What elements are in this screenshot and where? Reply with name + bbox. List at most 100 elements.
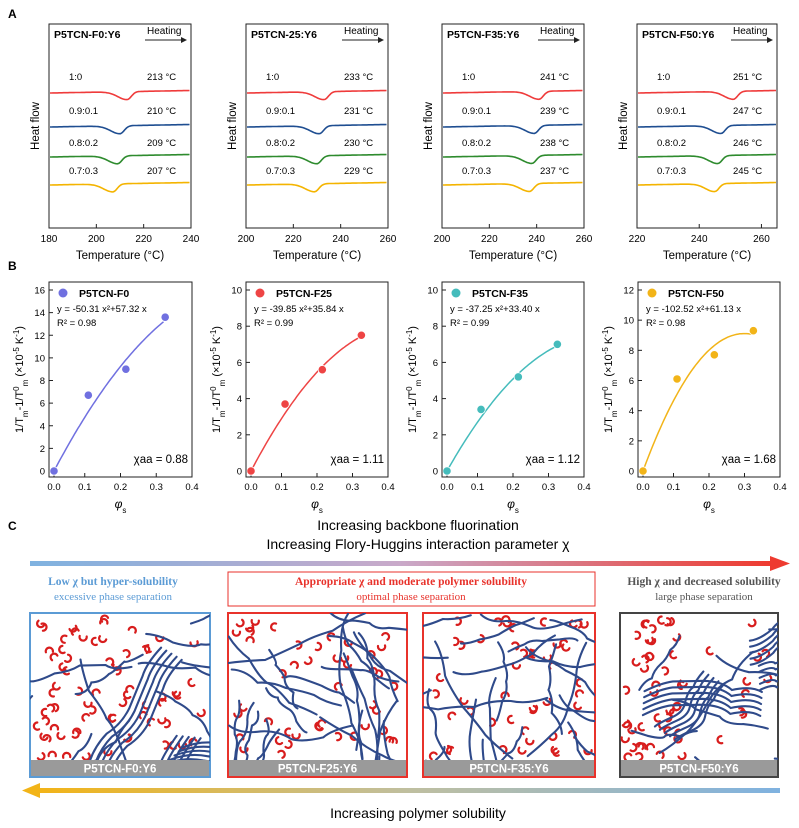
y-axis-label: 1/Tm-1/T0m (×10-5 K-1) — [209, 326, 227, 433]
acceptor-arc — [339, 655, 350, 663]
dsc-trace — [50, 181, 190, 193]
peak-label: 230 °C — [344, 138, 373, 149]
x-axis-label: Temperature (°C) — [469, 250, 557, 262]
y-tick-label: 10 — [427, 286, 438, 297]
polymer-chain — [499, 726, 524, 761]
acceptor-arc — [58, 662, 67, 672]
acceptor-arc — [645, 654, 655, 662]
acceptor-arc — [428, 751, 438, 761]
acceptor-arc — [289, 660, 299, 669]
polymer-chain — [524, 656, 595, 669]
acceptor-arc — [48, 688, 55, 698]
polymer-chain — [182, 741, 210, 749]
acceptor-arc — [42, 734, 52, 743]
x-tick-label: 0.4 — [381, 482, 394, 493]
dsc-trace — [50, 153, 190, 165]
polymer-chain — [350, 667, 379, 761]
polymer-chain — [468, 698, 478, 761]
polymer-chain — [630, 729, 698, 739]
box-label-bar — [31, 760, 209, 776]
morphology-box-2: P5TCN-F25:Y6 — [227, 612, 408, 778]
y-tick-label: 8 — [237, 322, 242, 333]
fit-chart-2: 0.0 0.1 0.2 0.3 0.4 0 2 4 6 8 10 φs 1/Tm-1/T0m (×10-… — [209, 281, 395, 515]
acceptor-arc — [98, 635, 108, 644]
polymer-chain — [643, 685, 763, 700]
y-tick-label: 4 — [629, 406, 634, 417]
ratio-label: 0.7:0.3 — [657, 166, 686, 177]
x-tick-label: 240 — [528, 234, 545, 245]
polymer-chain — [452, 634, 556, 676]
acceptor-arc — [63, 653, 73, 663]
acceptor-arc — [559, 639, 568, 648]
polymer-chain — [88, 646, 163, 761]
polymer-chain — [426, 688, 452, 761]
acceptor-arc — [46, 703, 56, 713]
fit-curve — [446, 345, 557, 472]
chi-label: χaa = 1.11 — [331, 454, 384, 466]
morphology-content — [228, 613, 407, 761]
heating-arrow-head — [767, 37, 773, 43]
acceptor-arc — [622, 685, 631, 695]
acceptor-arc — [458, 640, 466, 650]
y-tick-label: 0 — [40, 467, 45, 478]
acceptor-arc — [349, 731, 357, 741]
acceptor-arc — [716, 735, 724, 745]
acceptor-arc — [453, 636, 460, 647]
polymer-chain — [638, 634, 681, 691]
polymer-chain — [30, 690, 31, 692]
acceptor-arc — [548, 732, 558, 741]
acceptor-arc — [291, 733, 301, 740]
acceptor-arc — [71, 729, 80, 739]
dsc-title: P5TCN-25:Y6 — [251, 29, 317, 41]
dsc-trace — [443, 153, 583, 165]
y-axis-label: 1/Tm-1/T0m (×10-5 K-1) — [405, 326, 423, 433]
panel-c-title-2: Increasing Flory-Huggins interaction par… — [266, 536, 570, 552]
dsc-trace — [638, 181, 776, 193]
acceptor-arc — [432, 689, 440, 699]
polymer-chain — [172, 735, 190, 761]
dsc-trace — [443, 181, 583, 193]
y-tick-label: 0 — [237, 467, 242, 478]
y-axis-label: Heat flow — [618, 101, 630, 150]
polymer-chain — [30, 695, 34, 700]
legend-label: P5TCN-F50 — [668, 288, 724, 300]
data-point — [356, 330, 366, 340]
acceptor-arc — [657, 615, 665, 625]
polymer-chain — [0, 686, 27, 762]
y-axis-label: 1/Tm-1/T0m (×10-5 K-1) — [601, 326, 619, 433]
y-tick-label: 4 — [433, 394, 438, 405]
polymer-chain — [423, 656, 449, 660]
acceptor-arc — [122, 690, 132, 700]
acceptor-arc — [196, 708, 206, 718]
acceptor-arc — [303, 656, 313, 666]
polymer-chain — [658, 673, 710, 731]
polymer-chain — [663, 676, 715, 735]
x-axis-label: Temperature (°C) — [76, 250, 164, 262]
ratio-label: 0.7:0.3 — [266, 166, 295, 177]
box-label: P5TCN-F25:Y6 — [278, 764, 357, 776]
polymer-chain — [181, 661, 210, 669]
polymer-chain — [668, 680, 720, 738]
acceptor-arc — [239, 746, 249, 754]
acceptor-arc — [56, 731, 66, 741]
polymer-chain — [137, 661, 210, 677]
polymer-chain — [749, 627, 778, 648]
box-label: P5TCN-F50:Y6 — [659, 764, 738, 776]
polymer-chain — [507, 637, 579, 653]
polymer-chain — [228, 724, 354, 742]
ratio-label: 0.8:0.2 — [462, 138, 491, 149]
heating-label: Heating — [344, 26, 378, 37]
acceptor-arc — [520, 648, 529, 658]
category-title: High χ and decreased solubility — [627, 576, 781, 588]
polymer-chain — [749, 634, 778, 654]
y-tick-label: 6 — [40, 399, 45, 410]
polymer-chain — [0, 675, 21, 751]
acceptor-arc — [36, 619, 46, 629]
polymer-chain — [749, 640, 778, 660]
acceptor-arc — [90, 636, 98, 647]
polymer-chain — [352, 631, 407, 685]
y-tick-label: 0 — [629, 467, 634, 478]
acceptor-arc — [666, 617, 675, 627]
x-tick-label: 180 — [41, 234, 58, 245]
polymer-chain — [658, 650, 755, 754]
